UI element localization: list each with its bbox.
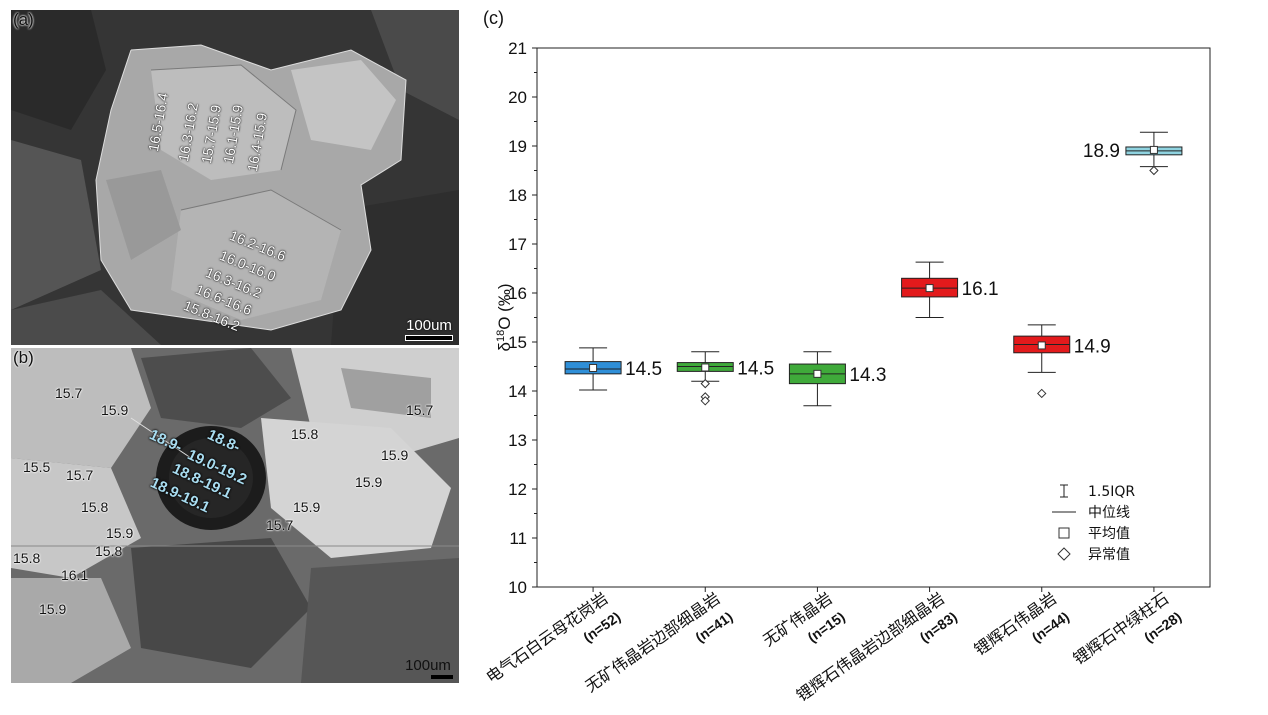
outlier-marker [1149,165,1159,176]
spot-b-11: 15.7 [266,517,294,533]
legend-label: 1.5IQR [1088,484,1135,500]
spot-b-3: 15.7 [406,402,434,418]
cl-image-a-texture [11,10,459,345]
scale-bar-b-line [431,675,453,679]
legend-label: 平均值 [1088,526,1130,542]
value-label: 16.1 [962,279,999,300]
scale-bar-b-label: 100um [405,657,451,674]
y-tick-label: 12 [508,480,527,499]
spot-b-14: 15.8 [13,550,41,566]
value-label: 14.9 [1074,336,1111,357]
value-label: 18.9 [1083,141,1120,162]
outlier-marker [1037,388,1047,399]
y-tick-label: 16 [508,284,527,303]
y-tick-label: 15 [508,333,527,352]
cl-image-a: (a) 16.5-16.4 16.3-16.2 15.7-15.9 16.1-1… [11,10,459,345]
scale-bar-b: 100um [403,658,453,679]
legend-square-symbol [1058,527,1070,539]
value-label: 14.5 [625,359,662,380]
mean-marker [701,363,710,372]
outlier-marker [700,378,710,389]
legend-diamond-symbol [1057,547,1071,561]
spot-b-1: 15.7 [55,385,83,401]
outlier-marker [700,396,710,406]
scale-bar-a-label: 100um [406,317,452,334]
y-tick-label: 10 [508,578,527,597]
y-tick-label: 17 [508,235,527,254]
mean-marker [1149,145,1158,154]
x-category-label: 锂辉石中绿柱石(n=28) [1070,589,1185,669]
panel-a-label: (a) [13,10,34,29]
y-tick-label: 11 [509,529,527,548]
spot-b-6: 15.7 [66,467,94,483]
mean-marker [1037,341,1046,350]
y-tick-label: 21 [508,39,527,58]
spot-b-9: 15.8 [81,499,109,515]
scale-bar-a: 100um [405,318,453,341]
y-tick-label: 19 [508,137,527,156]
x-category-label: 无矿伟晶岩(n=15) [759,589,847,650]
mean-marker [589,363,598,372]
value-label: 14.3 [849,365,886,386]
mean-marker [813,369,822,378]
cl-image-b-texture [11,348,459,683]
spot-b-12: 15.9 [293,499,321,515]
legend-label: 异常值 [1088,547,1130,563]
spot-b-7: 15.9 [381,447,409,463]
scale-bar-a-line [405,335,453,341]
spot-b-5: 15.5 [23,459,51,475]
cl-image-b: (b) 15.7 15.9 15.7 15.8 15.5 15.7 15.9 1… [11,348,459,683]
spot-b-8: 15.9 [355,474,383,490]
y-tick-label: 18 [508,186,527,205]
spot-b-10: 15.9 [106,525,134,541]
spot-b-2: 15.9 [101,402,129,418]
spot-b-16: 15.9 [39,601,67,617]
y-tick-label: 14 [508,382,527,401]
spot-b-15: 16.1 [61,567,89,583]
mean-marker [925,284,934,293]
y-tick-label: 13 [508,431,527,450]
value-label: 14.5 [737,358,774,379]
x-category-label: 锂辉石伟晶岩(n=44) [970,589,1072,660]
chart-panel-label: (c) [483,8,504,28]
legend-label: 中位线 [1088,505,1130,521]
spot-b-4: 15.8 [291,426,319,442]
panel-b-label: (b) [13,348,34,367]
spot-b-13: 15.8 [95,543,123,559]
y-tick-label: 20 [508,88,527,107]
